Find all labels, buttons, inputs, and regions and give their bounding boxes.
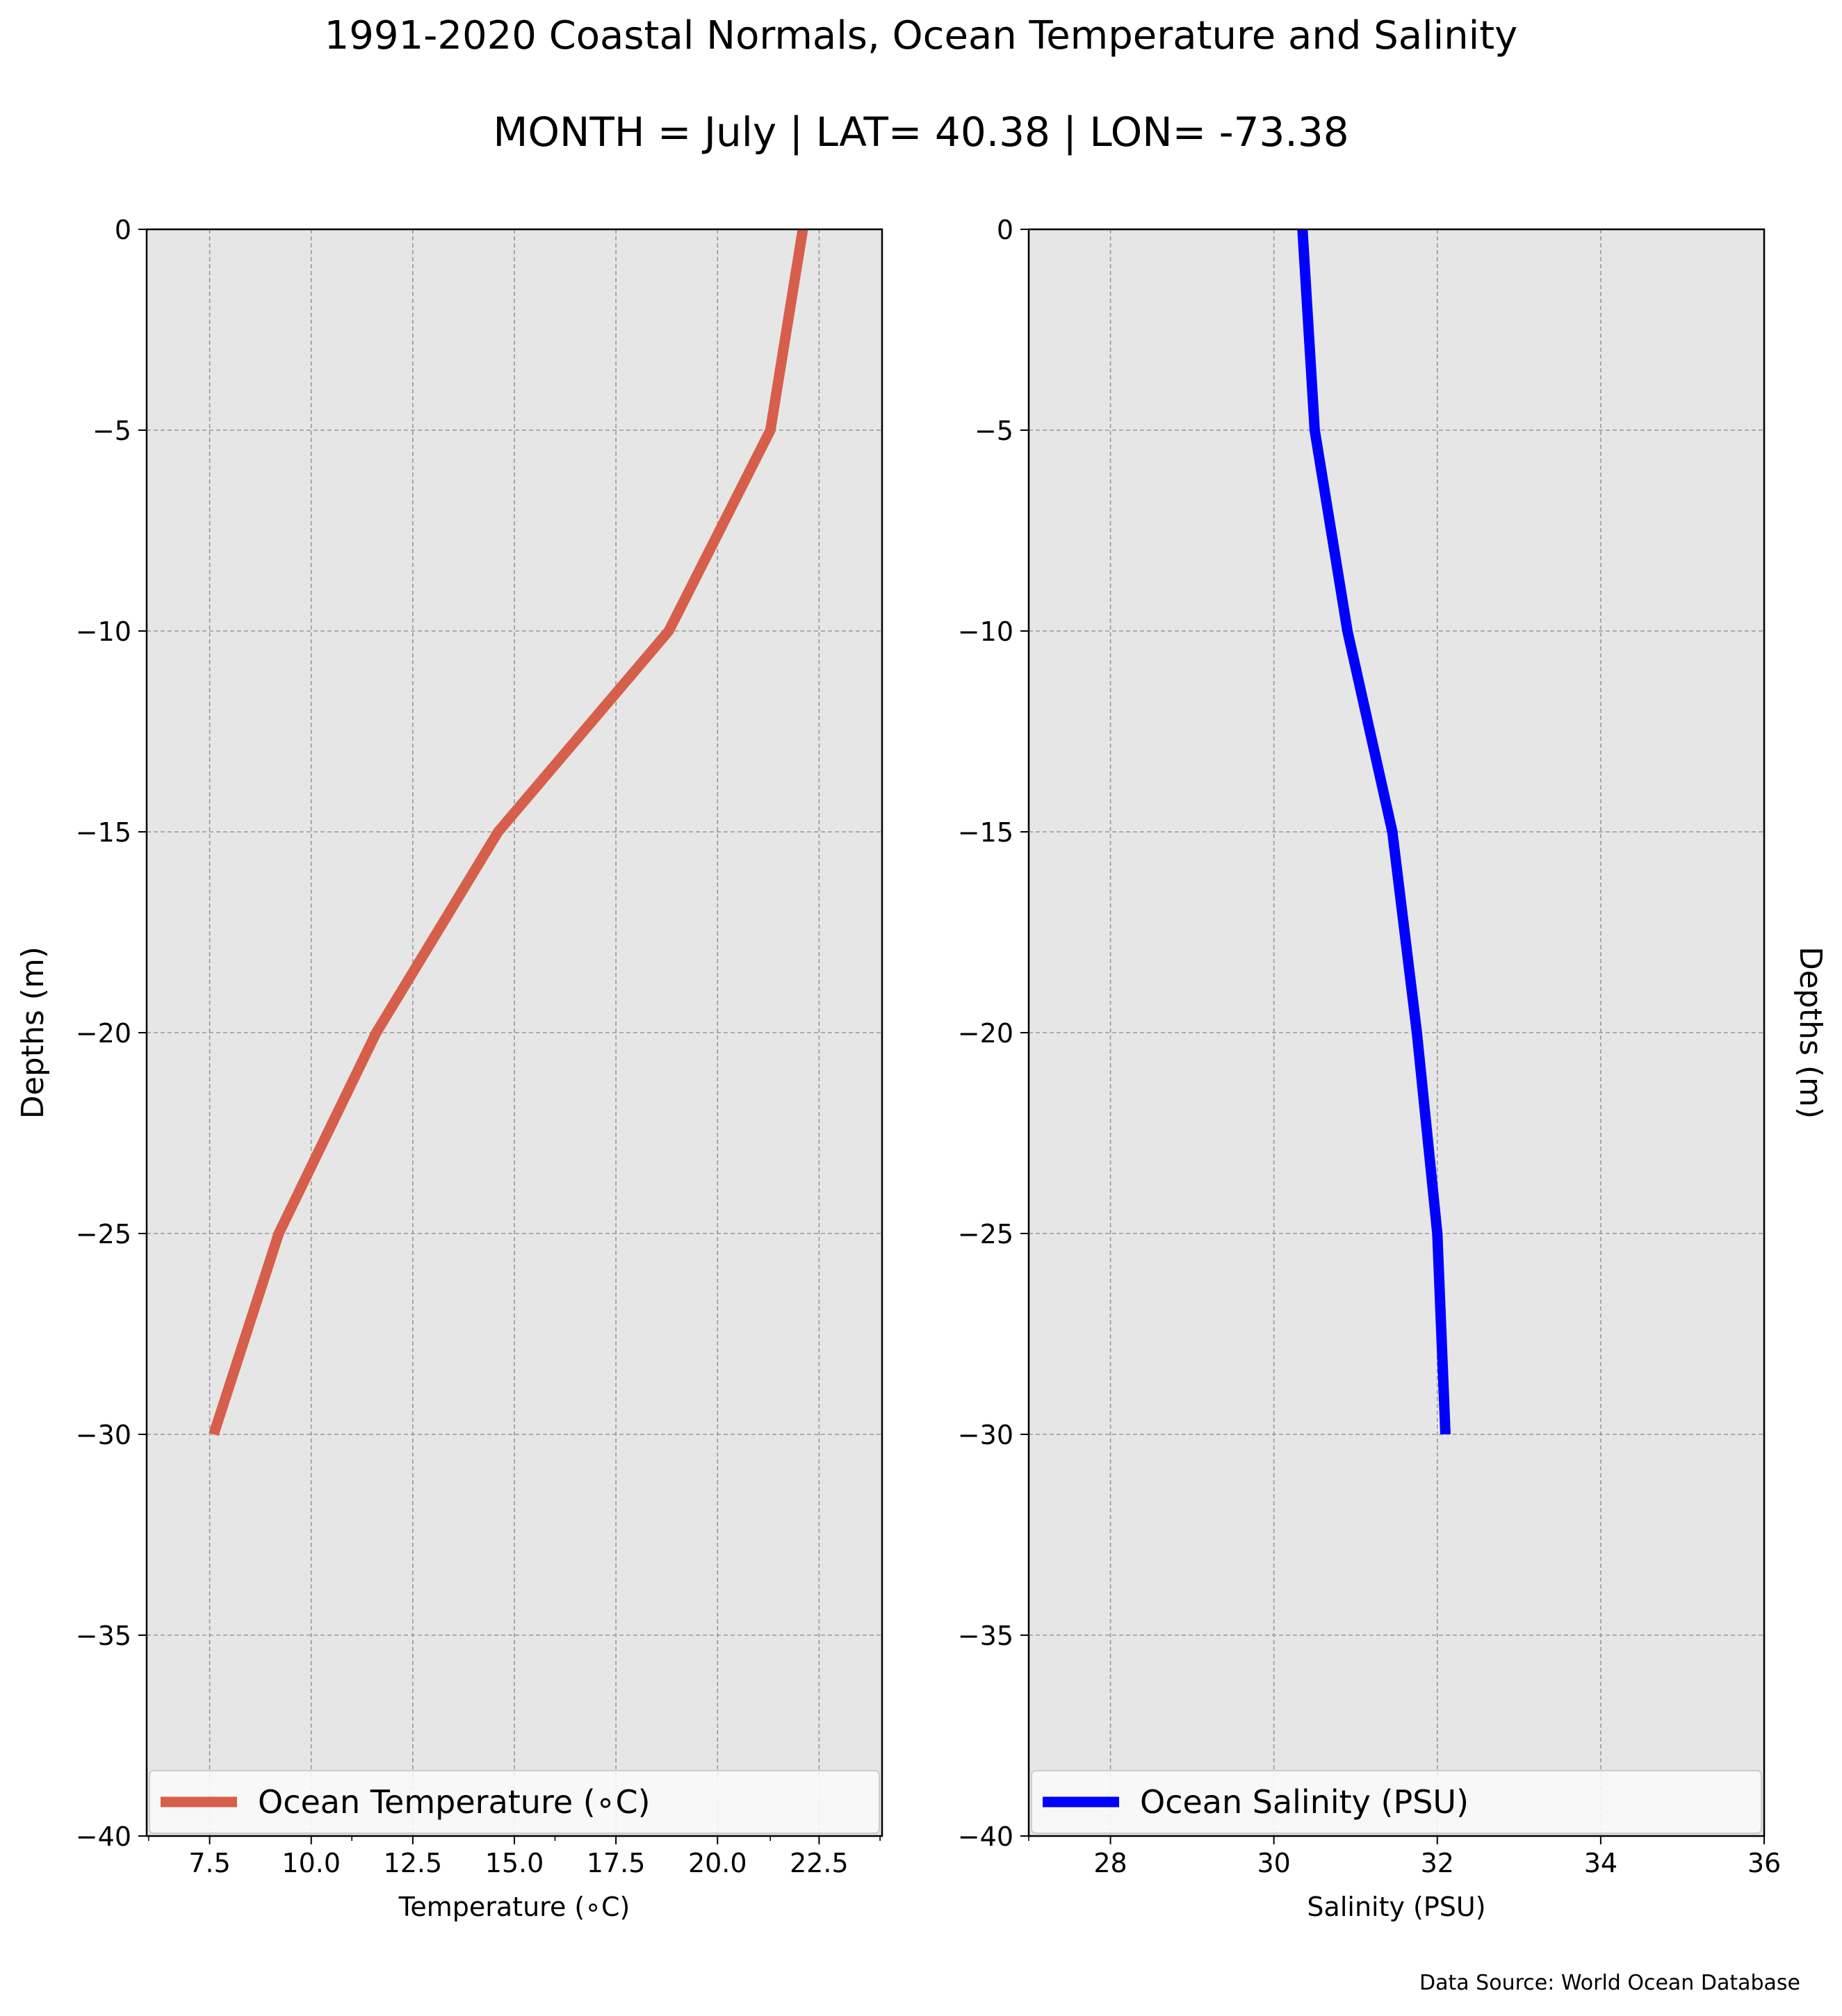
- salinity-y-tick-label: −15: [958, 817, 1013, 848]
- salinity-plot-area: [1029, 229, 1764, 1836]
- salinity-legend: Ocean Salinity (PSU): [1031, 1770, 1762, 1834]
- salinity-y-tick-label: −35: [958, 1621, 1013, 1651]
- salinity-x-tick-label: 28: [1093, 1848, 1127, 1878]
- temperature-series-line: [209, 228, 808, 1436]
- salinity-legend-box: [1031, 1770, 1762, 1834]
- temperature-y-tick-label: −20: [76, 1018, 131, 1049]
- temperature-legend-box: [149, 1770, 880, 1834]
- temperature-y-tick-label: −30: [76, 1420, 131, 1450]
- temperature-panel: Ocean Temperature (∘C) 7.5 10.0 12.5 15.0 17.…: [15, 215, 883, 1922]
- salinity-y-tick-label: −10: [958, 616, 1013, 647]
- temperature-y-tick-label: −25: [76, 1219, 131, 1249]
- salinity-panel: Ocean Salinity (PSU) 28 30 32 34 36 0 −5 −10 −15 −…: [958, 215, 1828, 1922]
- temperature-x-tick-label: 20.0: [688, 1848, 747, 1878]
- temperature-y-tick-label: 0: [115, 215, 131, 245]
- salinity-y-tick-label: −40: [958, 1821, 1013, 1852]
- temperature-x-tick-label: 15.0: [485, 1848, 544, 1878]
- temperature-y-axis-label: Depths (m): [15, 946, 51, 1119]
- temperature-x-tick-label: 12.5: [384, 1848, 443, 1878]
- temperature-y-tick-label: −10: [76, 616, 131, 647]
- temperature-legend-label: Ocean Temperature (∘C): [258, 1783, 651, 1821]
- salinity-y-axis-label: Depths (m): [1793, 946, 1828, 1119]
- temperature-x-axis-label: Temperature (∘C): [398, 1892, 630, 1922]
- salinity-y-tick-label: 0: [997, 215, 1013, 245]
- salinity-series-line: [1297, 229, 1451, 1435]
- salinity-x-tick-label: 34: [1584, 1848, 1617, 1878]
- temperature-x-tick-label: 10.0: [282, 1848, 341, 1878]
- chart-subtitle: MONTH = July | LAT= 40.38 | LON= -73.38: [493, 108, 1348, 156]
- salinity-x-axis-label: Salinity (PSU): [1307, 1892, 1485, 1922]
- salinity-legend-label: Ocean Salinity (PSU): [1140, 1783, 1469, 1821]
- salinity-y-tick-label: −5: [975, 416, 1013, 446]
- chart-title: 1991-2020 Coastal Normals, Ocean Tempera…: [325, 13, 1518, 58]
- temperature-x-tick-label: 17.5: [587, 1848, 646, 1878]
- data-source-note: Data Source: World Ocean Database: [1419, 1971, 1800, 1995]
- salinity-x-tick-label: 30: [1257, 1848, 1290, 1878]
- temperature-x-tick-label: 22.5: [790, 1848, 849, 1878]
- temperature-legend: Ocean Temperature (∘C): [149, 1770, 880, 1834]
- temperature-y-tick-label: −15: [76, 817, 131, 848]
- salinity-y-tick-label: −20: [958, 1018, 1013, 1049]
- salinity-y-tick-label: −25: [958, 1219, 1013, 1249]
- salinity-x-tick-label: 36: [1747, 1848, 1781, 1878]
- salinity-x-tick-label: 32: [1421, 1848, 1454, 1878]
- salinity-y-tick-label: −30: [958, 1420, 1013, 1450]
- temperature-x-tick-label: 7.5: [188, 1848, 230, 1878]
- temperature-y-tick-label: −40: [76, 1821, 131, 1852]
- temperature-y-tick-label: −35: [76, 1621, 131, 1651]
- temperature-y-tick-label: −5: [92, 416, 131, 446]
